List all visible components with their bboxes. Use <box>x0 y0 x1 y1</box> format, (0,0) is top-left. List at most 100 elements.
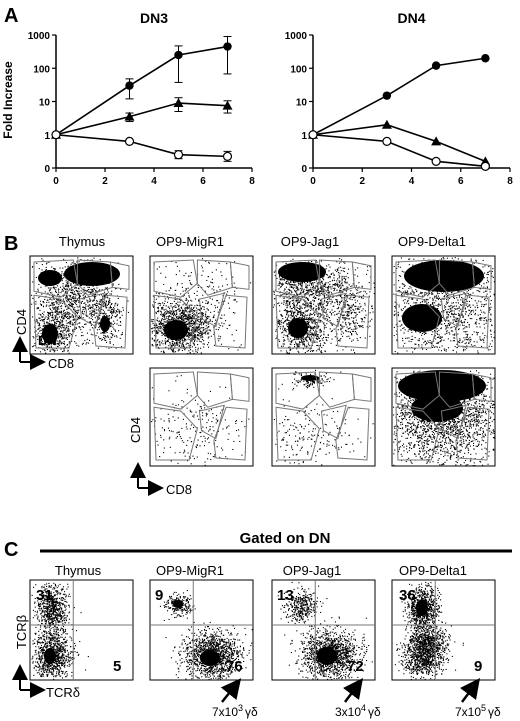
event-dot <box>319 330 321 332</box>
event-dot <box>290 285 292 287</box>
event-dot <box>342 311 344 313</box>
event-dot <box>67 285 69 287</box>
event-dot <box>351 328 353 330</box>
event-dot <box>55 291 57 293</box>
event-dot <box>78 315 80 317</box>
event-dot <box>299 283 301 285</box>
event-dot <box>115 347 117 349</box>
event-dot <box>108 309 110 311</box>
event-dot <box>197 316 199 318</box>
event-dot <box>312 329 314 331</box>
event-dot <box>118 309 120 311</box>
event-dot <box>155 280 157 282</box>
event-dot <box>190 349 192 351</box>
event-dot <box>316 282 318 284</box>
event-dot <box>85 343 87 345</box>
event-dot <box>345 324 347 326</box>
event-dot <box>62 338 64 340</box>
event-dot <box>86 299 88 301</box>
event-dot <box>57 320 59 322</box>
event-dot <box>345 318 347 320</box>
event-dot <box>89 329 91 331</box>
event-dot <box>152 321 154 323</box>
event-dot <box>49 346 51 348</box>
event-dot <box>32 281 34 283</box>
event-dot <box>348 323 350 325</box>
event-dot <box>179 340 181 342</box>
event-dot <box>58 306 60 308</box>
event-dot <box>325 339 327 341</box>
event-dot <box>42 329 44 331</box>
event-dot <box>75 296 77 298</box>
event-dot <box>358 282 360 284</box>
event-dot <box>176 318 178 320</box>
event-dot <box>96 276 98 278</box>
event-dot <box>313 301 315 303</box>
event-dot <box>84 274 86 276</box>
event-dot <box>342 288 344 290</box>
event-dot <box>312 273 314 275</box>
event-dot <box>349 305 351 307</box>
event-dot <box>291 313 293 315</box>
event-dot <box>339 340 341 342</box>
event-dot <box>65 298 67 300</box>
event-dot <box>160 331 162 333</box>
event-dot <box>49 279 51 281</box>
event-dot <box>305 303 307 305</box>
event-dot <box>60 331 62 333</box>
event-dot <box>351 307 353 309</box>
event-dot <box>48 312 50 314</box>
event-dot <box>45 324 47 326</box>
event-dot <box>319 303 321 305</box>
event-dot <box>355 285 357 287</box>
event-dot <box>323 302 325 304</box>
event-dot <box>55 310 57 312</box>
event-dot <box>205 302 207 304</box>
event-dot <box>338 274 340 276</box>
event-dot <box>171 314 173 316</box>
event-dot <box>330 288 332 290</box>
event-dot <box>78 300 80 302</box>
event-dot <box>358 308 360 310</box>
event-dot <box>308 276 310 278</box>
event-dot <box>49 272 51 274</box>
event-dot <box>63 349 65 351</box>
event-dot <box>31 346 33 348</box>
event-dot <box>173 306 175 308</box>
event-dot <box>53 342 55 344</box>
event-dot <box>104 303 106 305</box>
event-dot <box>52 313 54 315</box>
event-dot <box>172 308 174 310</box>
event-dot <box>96 287 98 289</box>
event-dot <box>167 312 169 314</box>
event-dot <box>351 304 353 306</box>
event-dot <box>307 319 309 321</box>
event-dot <box>99 301 101 303</box>
event-dot <box>197 328 199 330</box>
event-dot <box>58 336 60 338</box>
event-dot <box>65 280 67 282</box>
event-dot <box>96 329 98 331</box>
panel-b-col-migr1: OP9-MigR1 <box>156 234 224 249</box>
event-dot <box>52 287 54 289</box>
event-dot <box>349 298 351 300</box>
event-dot <box>321 352 323 354</box>
event-dot <box>63 333 65 335</box>
data-point-open-circle <box>222 151 233 161</box>
event-dot <box>321 347 323 349</box>
event-dot <box>304 311 306 313</box>
event-dot <box>337 329 339 331</box>
event-dot <box>320 314 322 316</box>
event-dot <box>107 277 109 279</box>
event-dot <box>65 271 67 273</box>
event-dot <box>273 271 275 273</box>
event-dot <box>288 272 290 274</box>
event-dot <box>337 303 339 305</box>
event-dot <box>173 344 175 346</box>
event-dot <box>310 350 312 352</box>
event-dot <box>334 269 336 271</box>
event-dot <box>314 274 316 276</box>
event-dot <box>54 308 56 310</box>
event-dot <box>279 275 281 277</box>
event-dot <box>200 321 202 323</box>
